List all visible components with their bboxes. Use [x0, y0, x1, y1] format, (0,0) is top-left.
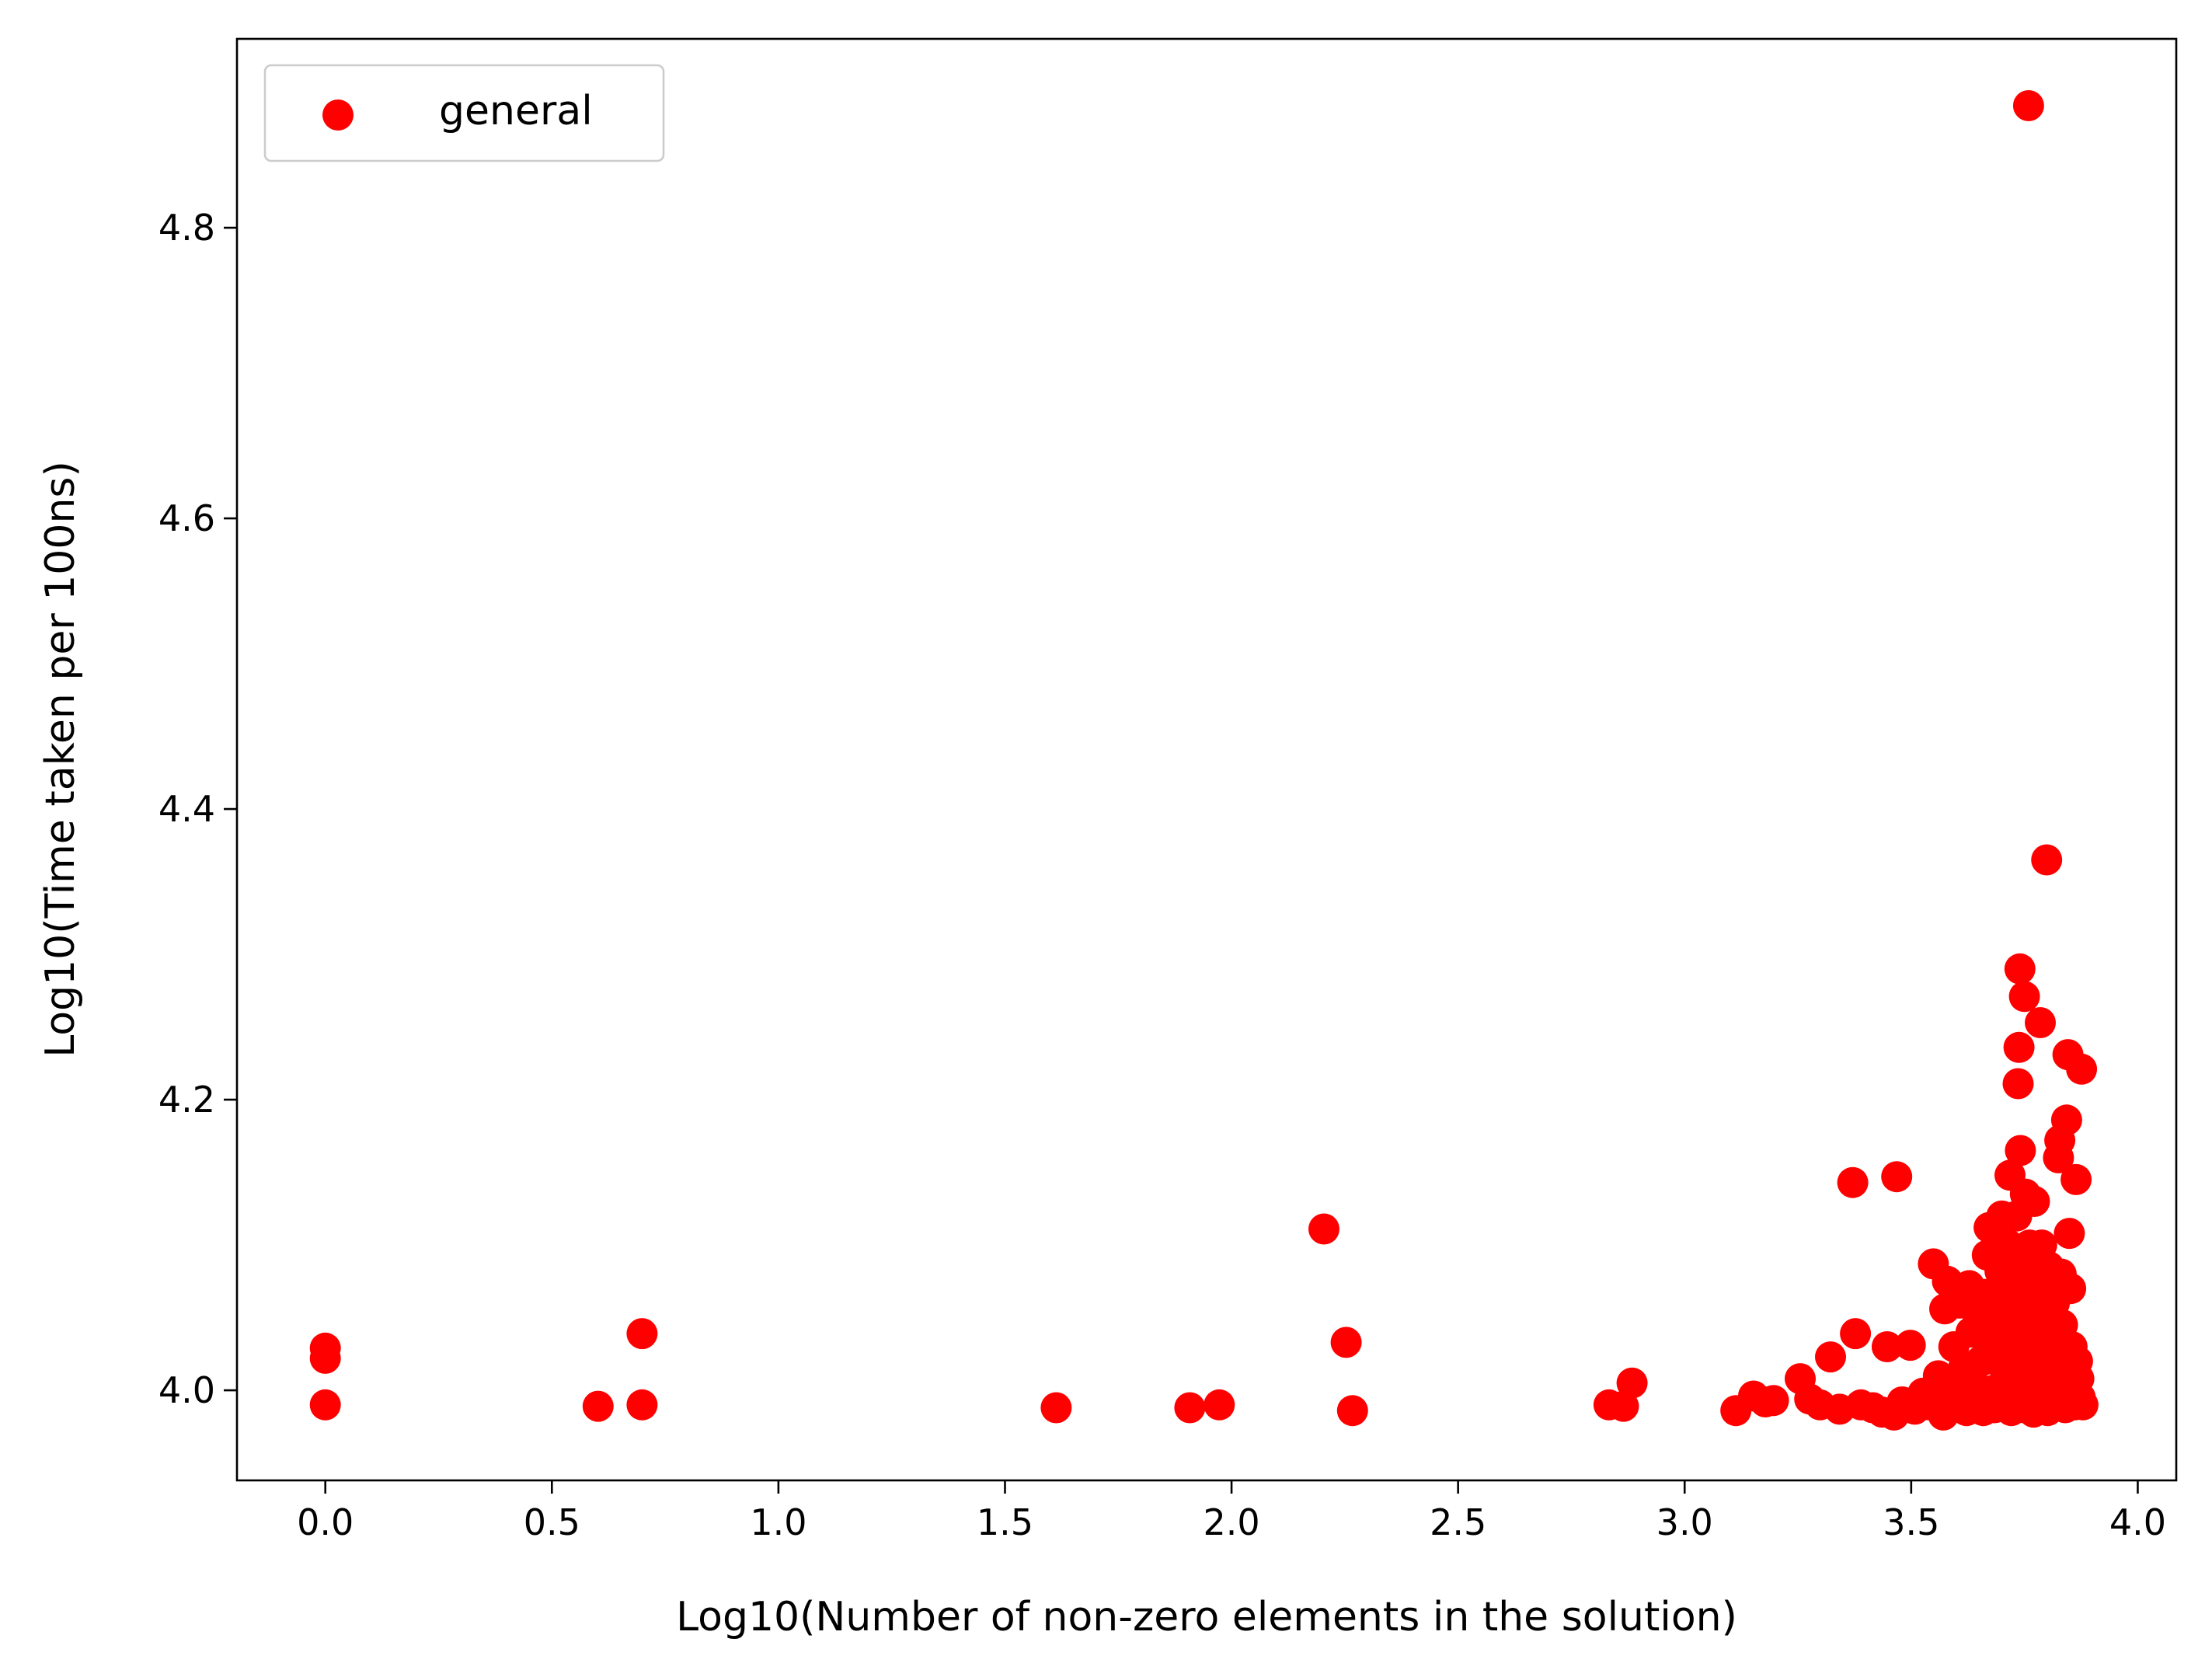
data-point: [1336, 1395, 1368, 1427]
y-axis-label: Log10(Time taken per 100ns): [37, 461, 84, 1058]
data-point: [2050, 1104, 2082, 1136]
points-layer: [309, 90, 2099, 1431]
y-axis: 4.0 4.2 4.4 4.6 4.8: [158, 207, 237, 1411]
y-tick-label: 4.8: [158, 207, 215, 249]
x-tick-label: 1.0: [750, 1501, 806, 1543]
data-point: [1330, 1327, 1362, 1358]
legend-marker: [322, 99, 354, 131]
data-point: [1871, 1331, 1903, 1362]
x-tick-label: 3.0: [1656, 1501, 1713, 1543]
legend-label-general: general: [439, 88, 593, 134]
data-point: [2012, 90, 2044, 121]
data-point: [2019, 1186, 2050, 1217]
data-point: [1308, 1213, 1339, 1245]
data-point: [2031, 844, 2063, 876]
data-point: [2055, 1273, 2087, 1305]
x-tick-label: 1.5: [977, 1501, 1033, 1543]
x-tick-label: 0.0: [297, 1501, 354, 1543]
data-point: [2067, 1389, 2099, 1421]
x-axis-label: Log10(Number of non-zero elements in the…: [676, 1594, 1737, 1640]
data-point: [626, 1318, 658, 1350]
x-tick-label: 3.5: [1883, 1501, 1939, 1543]
data-point: [2004, 953, 2036, 985]
y-tick-label: 4.4: [158, 788, 215, 830]
data-point: [2005, 1135, 2036, 1166]
data-point: [1174, 1392, 1206, 1424]
x-tick-label: 2.0: [1203, 1501, 1259, 1543]
x-axis: 0.0 0.5 1.0 1.5 2.0 2.5 3.0 3.5 4.0: [297, 1480, 2166, 1543]
data-point: [1757, 1385, 1789, 1417]
data-point: [1837, 1166, 1869, 1198]
data-point: [1840, 1318, 1872, 1350]
data-point: [1616, 1367, 1648, 1399]
data-point: [1894, 1330, 1926, 1361]
data-point: [1204, 1389, 1235, 1421]
data-point: [309, 1342, 341, 1374]
data-point: [2008, 981, 2040, 1013]
data-point: [582, 1390, 614, 1422]
x-tick-label: 2.5: [1430, 1501, 1486, 1543]
legend: general: [263, 64, 665, 162]
data-point: [1881, 1161, 1913, 1193]
data-point: [309, 1389, 341, 1421]
data-point: [1040, 1392, 1072, 1424]
data-point: [2003, 1031, 2035, 1063]
y-tick-label: 4.2: [158, 1079, 215, 1121]
data-point: [2002, 1068, 2034, 1100]
data-point: [2025, 1007, 2056, 1038]
y-tick-label: 4.6: [158, 497, 215, 539]
data-point: [2054, 1218, 2085, 1250]
legend-box: [263, 64, 665, 162]
data-point: [1815, 1341, 1846, 1373]
data-point: [2060, 1163, 2092, 1195]
plot-frame: [235, 37, 2178, 1482]
data-point: [2066, 1053, 2098, 1085]
data-point: [626, 1389, 658, 1421]
x-tick-label: 4.0: [2109, 1501, 2166, 1543]
y-tick-label: 4.0: [158, 1369, 215, 1411]
x-tick-label: 0.5: [524, 1501, 580, 1543]
